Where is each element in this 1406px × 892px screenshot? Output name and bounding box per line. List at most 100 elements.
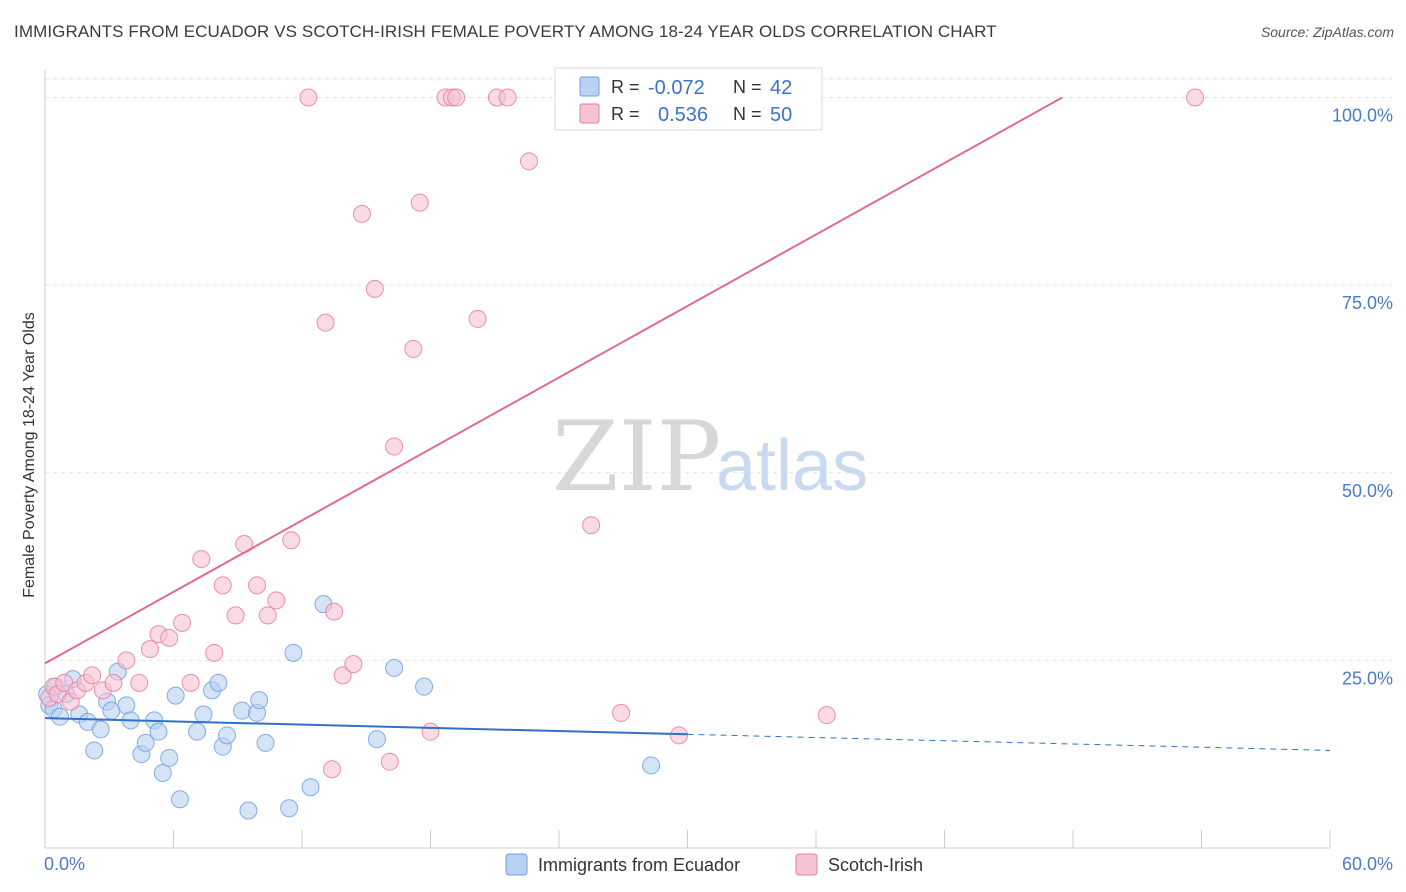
point-ecuador-39 — [367, 730, 386, 749]
point-ecuador-20 — [153, 763, 172, 782]
point-scotch-7 — [83, 666, 102, 685]
stats-n-label-scotch: N = — [733, 104, 762, 124]
point-scotch-27 — [316, 313, 335, 332]
point-ecuador-34 — [256, 733, 275, 752]
point-scotch-26 — [299, 88, 318, 107]
point-scotch-29 — [325, 602, 344, 621]
point-ecuador-19 — [149, 722, 168, 741]
legend-swatch-ecuador — [505, 853, 528, 876]
point-ecuador-41 — [415, 677, 434, 696]
x-tick-max: 60.0% — [1342, 854, 1393, 874]
watermark-atlas: atlas — [716, 426, 868, 506]
point-ecuador-14 — [117, 696, 136, 715]
point-scotch-18 — [205, 643, 224, 662]
stats-n-label-ecuador: N = — [733, 77, 762, 97]
point-scotch-49 — [817, 706, 836, 725]
point-scotch-19 — [213, 576, 232, 595]
data-points — [38, 88, 1205, 820]
point-scotch-9 — [104, 673, 123, 692]
point-scotch-23 — [258, 606, 277, 625]
y-tick-label-75: 75.0% — [1342, 293, 1393, 313]
point-scotch-28 — [322, 760, 341, 779]
point-ecuador-4 — [50, 707, 69, 726]
point-scotch-35 — [385, 437, 404, 456]
point-ecuador-25 — [194, 705, 213, 724]
point-scotch-42 — [468, 309, 487, 328]
chart-title: IMMIGRANTS FROM ECUADOR VS SCOTCH-IRISH … — [14, 22, 997, 41]
point-ecuador-35 — [280, 799, 299, 818]
source-label: Source: ZipAtlas.com — [1260, 24, 1394, 40]
point-scotch-31 — [344, 655, 363, 674]
x-tick-min: 0.0% — [44, 854, 85, 874]
y-axis-title: Female Poverty Among 18-24 Year Olds — [21, 312, 38, 598]
point-ecuador-21 — [160, 748, 179, 767]
point-ecuador-22 — [166, 686, 185, 705]
watermark: ZIP atlas — [552, 401, 868, 513]
legend-label-scotch: Scotch-Irish — [828, 855, 923, 875]
stats-swatch-scotch — [579, 103, 600, 124]
watermark-zip: ZIP — [552, 401, 721, 513]
stats-r-label-scotch: R = — [611, 104, 640, 124]
point-scotch-25 — [282, 531, 301, 550]
point-scotch-47 — [612, 703, 631, 722]
legend-swatch-scotch — [795, 853, 818, 876]
y-tick-label-50: 50.0% — [1342, 481, 1393, 501]
point-ecuador-24 — [188, 722, 207, 741]
point-ecuador-40 — [385, 658, 404, 677]
point-scotch-11 — [130, 673, 149, 692]
point-ecuador-17 — [136, 733, 155, 752]
point-scotch-33 — [365, 279, 384, 298]
grid-lines — [45, 78, 1392, 661]
stats-r-label-ecuador: R = — [611, 77, 640, 97]
point-scotch-36 — [404, 339, 423, 358]
point-scotch-37 — [410, 193, 429, 212]
legend-label-ecuador: Immigrants from Ecuador — [538, 855, 740, 875]
point-scotch-14 — [160, 628, 179, 647]
point-ecuador-12 — [102, 701, 121, 720]
point-scotch-46 — [582, 516, 601, 535]
trend-lines — [44, 96, 1331, 751]
stats-n-ecuador: 42 — [770, 77, 792, 99]
trend-line-scotch — [44, 96, 1063, 665]
trend-line-ecuador-extension — [687, 733, 1331, 751]
point-scotch-32 — [352, 204, 371, 223]
point-scotch-38 — [421, 722, 440, 741]
stats-legend-box: R = -0.072 N = 42 R = 0.536 N = 50 — [554, 67, 823, 131]
point-ecuador-42 — [642, 756, 661, 775]
point-ecuador-30 — [233, 701, 252, 720]
point-scotch-50 — [1186, 88, 1205, 107]
stats-r-ecuador: -0.072 — [648, 77, 705, 99]
point-ecuador-33 — [250, 691, 269, 710]
point-ecuador-10 — [91, 720, 110, 739]
trend-line-ecuador — [44, 717, 688, 736]
point-ecuador-23 — [170, 790, 189, 809]
stats-n-scotch: 50 — [770, 104, 792, 126]
point-scotch-20 — [226, 606, 245, 625]
point-scotch-16 — [181, 673, 200, 692]
y-tick-label-100: 100.0% — [1332, 106, 1393, 126]
point-ecuador-29 — [218, 726, 237, 745]
point-ecuador-37 — [301, 778, 320, 797]
point-ecuador-36 — [284, 643, 303, 662]
point-scotch-17 — [192, 550, 211, 569]
y-tick-label-25: 25.0% — [1342, 668, 1393, 688]
point-scotch-24 — [267, 591, 286, 610]
point-scotch-22 — [248, 576, 267, 595]
point-scotch-30 — [333, 666, 352, 685]
point-scotch-15 — [173, 613, 192, 632]
point-scotch-44 — [498, 88, 517, 107]
point-ecuador-9 — [85, 741, 104, 760]
bottom-legend: Immigrants from Ecuador Scotch-Irish — [505, 853, 923, 876]
stats-r-scotch: 0.536 — [658, 104, 708, 126]
point-scotch-12 — [140, 640, 159, 659]
point-scotch-41 — [447, 88, 466, 107]
point-scotch-48 — [669, 726, 688, 745]
point-scotch-45 — [520, 152, 539, 171]
point-scotch-10 — [117, 651, 136, 670]
y-tick-labels: 25.0% 50.0% 75.0% 100.0% — [1332, 106, 1393, 689]
point-ecuador-27 — [209, 673, 228, 692]
point-scotch-34 — [380, 752, 399, 771]
stats-swatch-ecuador — [579, 76, 600, 97]
point-ecuador-31 — [239, 801, 258, 820]
